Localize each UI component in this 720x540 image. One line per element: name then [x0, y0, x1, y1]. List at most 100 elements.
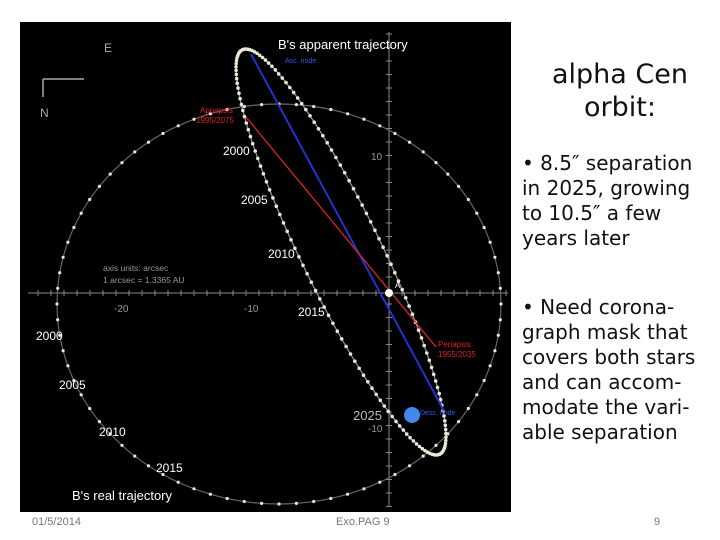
apparent-orbit-dot [344, 344, 348, 349]
apparent-orbit-dot [318, 297, 322, 301]
apparent-orbit-dot [429, 365, 434, 370]
slide-title-line: orbit: [584, 92, 656, 123]
real-orbit-dot [58, 271, 62, 275]
real-orbit-dot [434, 443, 438, 447]
apparent-orbit-dot [234, 65, 238, 69]
real-orbit-markers [55, 102, 503, 506]
apparent-orbit-dot [234, 61, 238, 66]
apparent-orbit-dot [246, 127, 251, 132]
star-a-label: A [395, 281, 401, 290]
compass-rose: E N [40, 41, 112, 120]
real-orbit-dot [66, 240, 70, 244]
apparent-orbit-dot [285, 229, 290, 234]
apparent-orbit-dot [356, 195, 360, 199]
real-orbit-dot [329, 107, 333, 112]
apparent-orbit-dot [366, 380, 370, 384]
apparent-orbit-dot [348, 352, 353, 356]
real-orbit-dot [61, 349, 65, 353]
apparent-orbit-dot [267, 188, 272, 192]
apparent-orbit-dot [260, 55, 265, 60]
apparent-orbit-dot [242, 114, 247, 119]
apparent-orbit-dot [326, 313, 331, 318]
apparent-orbit-dot [255, 51, 259, 56]
real-orbit-dot [294, 501, 298, 505]
real-orbit-dot [434, 161, 438, 165]
real-orbit-dot [498, 286, 502, 290]
apparent-orbit-dot [370, 386, 374, 391]
apparent-orbit-dot [270, 64, 274, 69]
apparent-orbit-dot [374, 392, 379, 397]
apparent-orbit-dot [443, 441, 448, 446]
apparent-orbit-dot [433, 379, 438, 383]
real-year-label: 2005 [59, 378, 86, 392]
apparent-orbit-dot [289, 238, 293, 242]
real-orbit-dot [346, 492, 350, 496]
real-orbit-dot [146, 464, 151, 468]
real-orbit-dot [277, 502, 281, 506]
apparent-orbit-dot [237, 91, 241, 96]
real-orbit-dot [260, 103, 264, 107]
apparent-orbit-dot [299, 101, 304, 106]
periapsis-label: Periapsis [438, 340, 471, 349]
apparent-orbit-dot [444, 438, 448, 443]
apparent-orbit-dot [438, 397, 443, 402]
apparent-orbit-dot [390, 414, 395, 419]
real-orbit-dot [133, 150, 137, 154]
x-tick-label: -10 [244, 304, 259, 315]
real-orbit-dot [97, 184, 101, 188]
real-year-label: 2010 [99, 425, 126, 439]
apparent-orbit-dot [423, 448, 427, 453]
real-orbit-dot [79, 393, 83, 397]
apparent-orbit-dot [297, 255, 301, 259]
apparent-orbit-dot [305, 272, 309, 276]
apparent-orbit-dot [234, 58, 239, 63]
real-orbit-dot [362, 117, 366, 121]
bullet-line: and can accom- [522, 370, 682, 394]
asc-node-label: Asc. node [285, 58, 316, 65]
apparent-orbit-dot [304, 107, 308, 112]
apparent-orbit-dot [278, 212, 282, 217]
apparent-orbit-dot [273, 68, 278, 72]
real-orbit-dot [56, 318, 60, 322]
apparent-orbit-dot [443, 427, 448, 432]
apparent-orbit-dot [357, 366, 362, 371]
apparent-orbit-dot [385, 253, 389, 258]
apparent-orbit-dot [331, 321, 335, 326]
y-axis-ticks [386, 33, 392, 507]
page-number: 9 [654, 516, 661, 528]
real-orbit-dot [466, 406, 470, 411]
apparent-orbit-dot [235, 81, 239, 85]
desc-node-label: Desc. node [420, 410, 456, 417]
apparent-orbit-dot [408, 435, 412, 440]
apparent-orbit-dot [261, 172, 266, 176]
apparent-orbit-dot [321, 133, 325, 138]
apparent-orbit-dot [250, 141, 255, 146]
apoapsis-label: Apoapsis [200, 106, 233, 115]
apparent-orbit-dot [443, 423, 448, 428]
apparent-orbit-dot [274, 204, 279, 208]
real-orbit-dot [499, 302, 503, 306]
apparent-orbit-dot [444, 435, 448, 440]
real-orbit-dot [498, 318, 502, 322]
apparent-orbit-dot [401, 428, 406, 432]
real-trajectory-title: B's real trajectory [72, 488, 173, 503]
apparent-orbit-dot [252, 50, 257, 54]
bullet-line: modate the vari- [522, 395, 690, 419]
real-orbit-dot [55, 302, 59, 306]
apparent-orbit-dot [256, 156, 260, 161]
apparent-orbit-dot [239, 102, 244, 107]
apparent-orbit-dot [241, 108, 245, 113]
apparent-orbit-dot [244, 121, 249, 125]
real-orbit-dot [79, 211, 83, 215]
apparent-orbit-dot [291, 90, 296, 95]
real-orbit-dot [108, 432, 112, 436]
apparent-orbit-dot [271, 196, 275, 200]
apoapsis-years: 1995/2075 [196, 116, 234, 125]
apparent-orbit-dot [360, 203, 365, 207]
real-orbit-dot [192, 117, 196, 121]
real-orbit-dot [176, 124, 180, 128]
apparent-orbit-dot [284, 80, 288, 85]
year-2025-marker [404, 407, 420, 423]
real-orbit-dot [88, 406, 92, 411]
apparent-orbit-dot [382, 404, 387, 408]
